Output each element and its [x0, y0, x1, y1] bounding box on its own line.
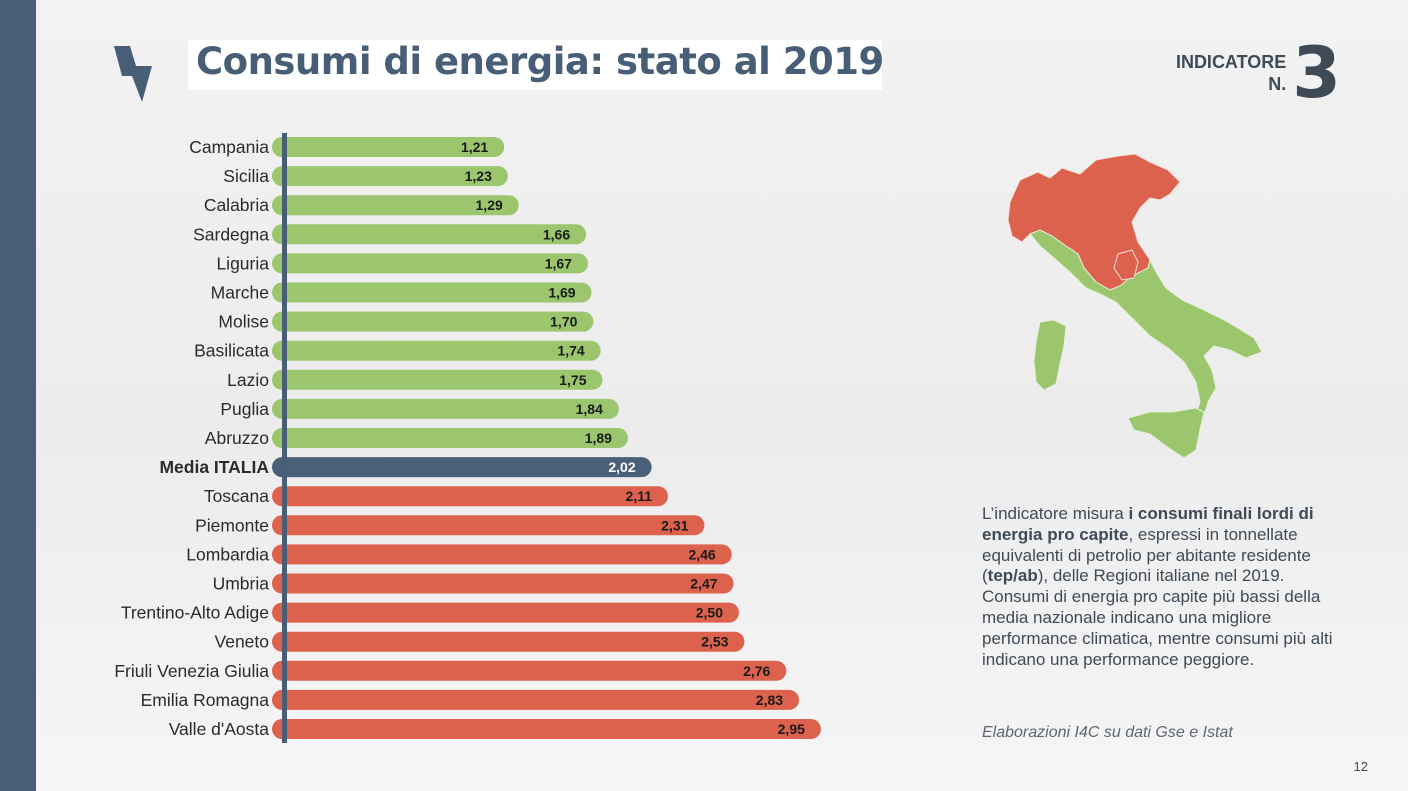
description-text-3: ), delle Regioni italiane nel 2019. Cons… — [982, 566, 1333, 669]
bar — [272, 719, 821, 739]
description-bold-2: tep/ab — [987, 566, 1038, 586]
bar-value-label: 2,83 — [756, 692, 783, 708]
bar-value-label: 2,46 — [688, 546, 715, 562]
indicator-number: 3 — [1292, 32, 1341, 114]
bar — [272, 602, 739, 623]
bar-value-label: 1,69 — [548, 285, 575, 301]
title-background — [188, 40, 882, 90]
category-label: Toscana — [204, 486, 269, 506]
bar — [272, 311, 594, 332]
bar — [272, 544, 732, 565]
category-label: Abruzzo — [205, 428, 269, 448]
bar — [272, 689, 800, 710]
bar-value-label: 1,75 — [559, 372, 586, 388]
indicator-description: L’indicatore misura i consumi finali lor… — [982, 504, 1352, 670]
bar-value-label: 2,95 — [778, 721, 805, 737]
description-text-1: L’indicatore misura — [982, 504, 1129, 523]
bar — [272, 369, 603, 390]
bar-value-label: 1,29 — [476, 197, 503, 213]
bar-value-label: 1,67 — [545, 255, 572, 271]
map-sardinia — [1033, 319, 1067, 391]
indicator-badge: INDICATORE N. 3 — [1176, 38, 1341, 108]
bar-value-label: 2,31 — [661, 517, 688, 533]
bar — [272, 398, 619, 419]
map-south-regions — [1029, 229, 1263, 421]
category-label: Lombardia — [186, 544, 269, 564]
map-umbria — [1113, 249, 1139, 281]
bar-value-label: 2,50 — [696, 605, 723, 621]
bar — [272, 137, 505, 157]
bar-value-label: 2,02 — [608, 459, 635, 475]
bar — [272, 253, 588, 274]
category-label: Valle d'Aosta — [169, 719, 270, 739]
bar-value-label: 2,76 — [743, 663, 770, 679]
bar — [272, 660, 787, 681]
description-bold-1: i consumi finali lordi di energia pro ca… — [982, 504, 1314, 544]
bar-value-label: 1,70 — [550, 314, 577, 330]
bar — [272, 515, 705, 536]
bar — [272, 573, 734, 594]
data-source: Elaborazioni I4C su dati Gse e Istat — [982, 724, 1233, 741]
category-label: Marche — [211, 283, 269, 303]
bar-value-label: 2,53 — [701, 634, 728, 650]
italy-map — [1007, 153, 1263, 459]
category-label: Lazio — [227, 370, 269, 390]
bar-value-label: 1,66 — [543, 226, 570, 242]
map-sicily — [1127, 407, 1205, 459]
category-label: Calabria — [204, 195, 269, 215]
bar-value-label: 1,23 — [465, 168, 492, 184]
category-label: Sardegna — [193, 224, 269, 244]
category-label: Campania — [189, 137, 269, 157]
bar — [272, 224, 587, 245]
indicator-label: INDICATORE N. — [1175, 52, 1287, 94]
page-number: 12 — [1353, 759, 1368, 774]
bar — [272, 631, 745, 652]
bar — [272, 428, 628, 448]
category-label: Media ITALIA — [159, 457, 269, 477]
bar-value-label: 1,84 — [576, 401, 603, 417]
bar — [272, 282, 592, 303]
average-bar — [272, 457, 652, 478]
category-label: Puglia — [220, 399, 269, 419]
category-label: Umbria — [213, 574, 270, 594]
category-label: Trentino-Alto Adige — [121, 603, 269, 623]
bar — [272, 195, 519, 216]
category-label: Emilia Romagna — [141, 690, 270, 710]
bar-value-label: 1,21 — [461, 139, 488, 155]
bar — [272, 486, 669, 507]
description-text-2: , espressi in tonnellate equivalenti di … — [982, 524, 1311, 586]
category-label: Veneto — [215, 632, 270, 652]
bar-value-label: 2,47 — [690, 576, 717, 592]
category-label: Basilicata — [194, 341, 269, 361]
category-label: Molise — [218, 312, 269, 332]
bar-value-label: 1,89 — [585, 430, 612, 446]
category-label: Liguria — [216, 253, 269, 273]
category-label: Sicilia — [223, 166, 269, 186]
bar-value-label: 1,74 — [557, 343, 584, 359]
bar — [272, 166, 508, 187]
bar — [272, 340, 601, 361]
page-title: Consumi di energia: stato al 2019 — [196, 40, 884, 83]
category-label: Friuli Venezia Giulia — [114, 661, 269, 681]
lightning-bolt-icon — [114, 46, 152, 102]
bar-value-label: 2,11 — [626, 488, 653, 504]
chart-axis-line — [282, 133, 287, 743]
category-label: Piemonte — [195, 515, 269, 535]
left-accent-strip — [0, 0, 36, 791]
